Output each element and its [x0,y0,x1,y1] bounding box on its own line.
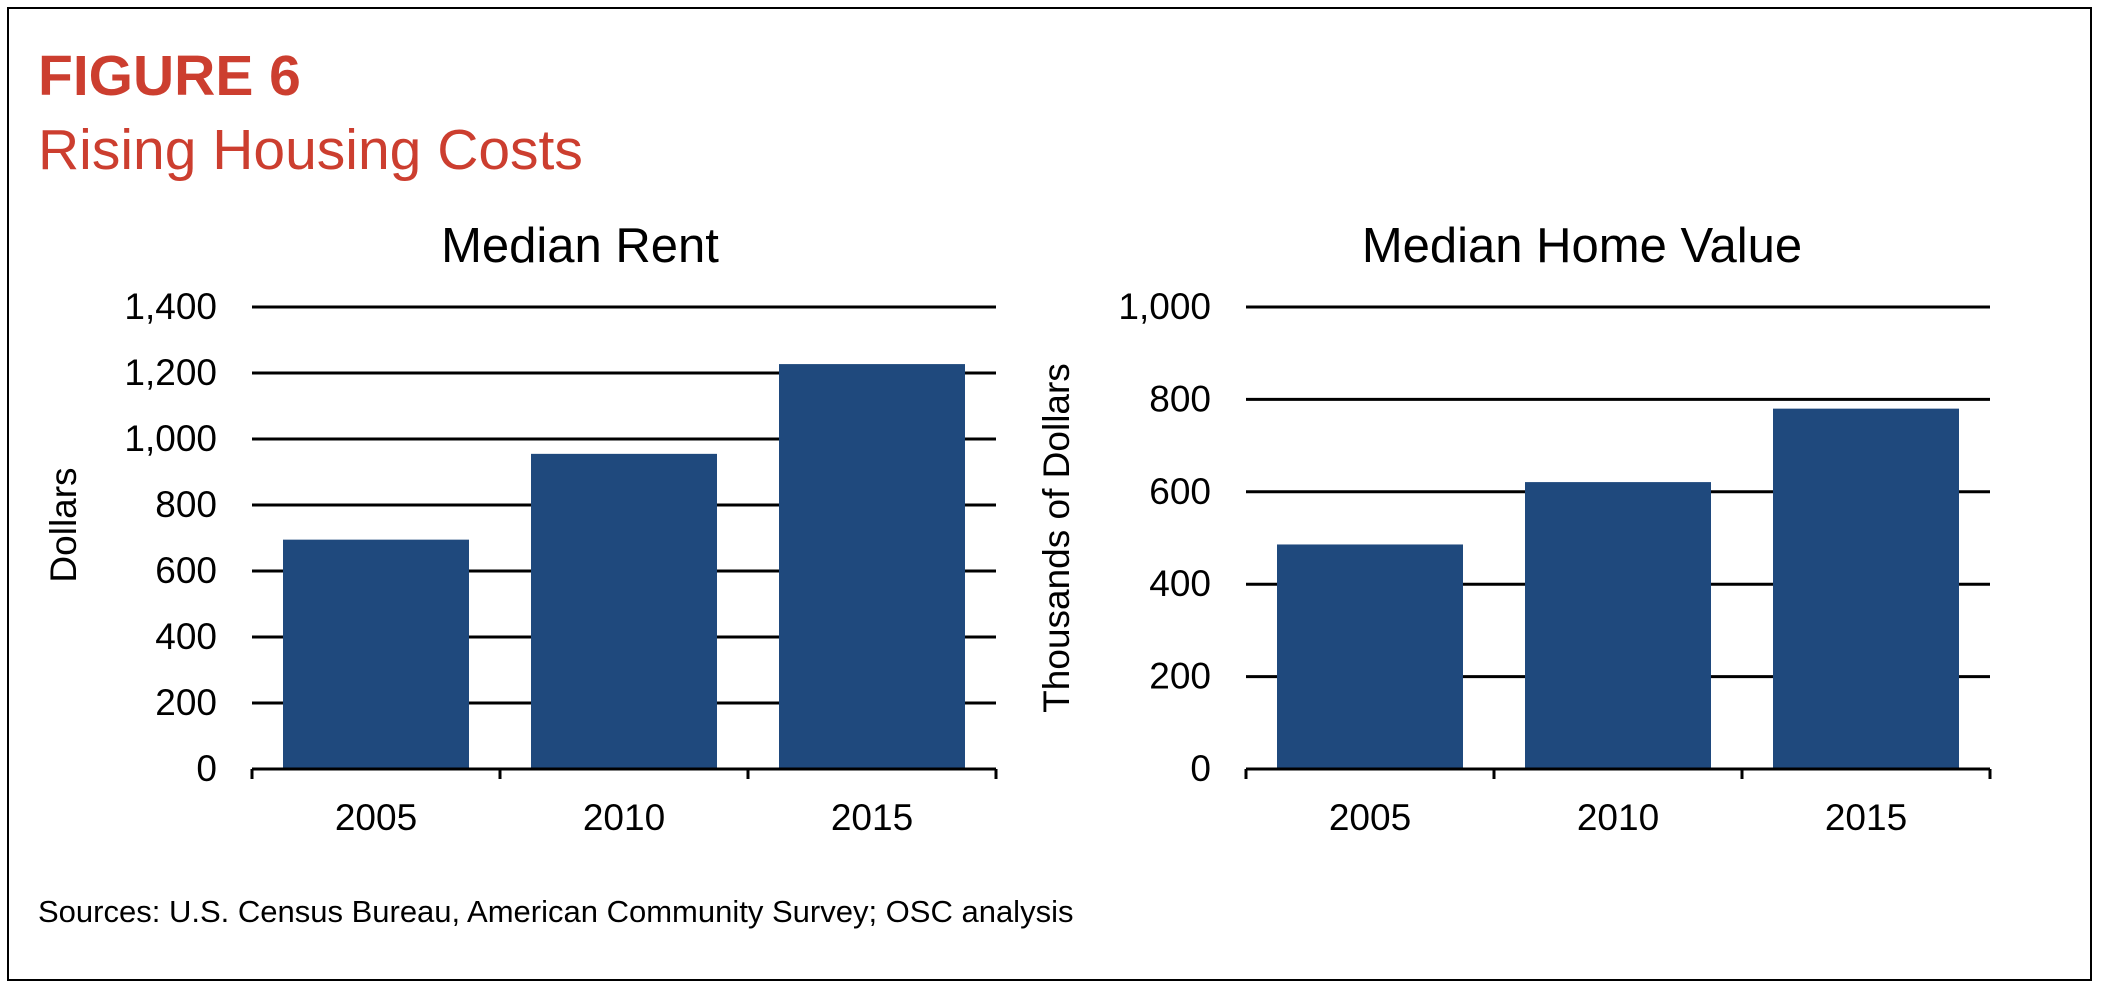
source-note: Sources: U.S. Census Bureau, American Co… [38,894,1074,929]
y-tick-label: 200 [1149,656,1211,697]
figure-label: FIGURE 6 [38,44,301,108]
y-tick-label: 0 [196,748,217,789]
y-axis-label: Dollars [43,467,84,582]
median-rent-chart: 0 200 400 600 800 1,000 1,200 1,400 2005 2010 2015… [43,219,998,838]
y-tick-label: 600 [155,550,217,591]
median-home-value-chart: 0 200 400 600 800 1,000 2005 2010 2015 Median Hom… [1036,219,1992,838]
bar-2010 [531,453,717,769]
y-tick-label: 0 [1190,748,1211,789]
chart-title: Median Home Value [1362,219,1802,273]
y-tick-label: 800 [1149,378,1211,419]
figure-title: Rising Housing Costs [38,118,583,182]
y-tick-label: 400 [155,616,217,657]
y-tick-label: 1,000 [124,418,217,459]
y-tick-label: 200 [155,682,217,723]
y-tick-label: 800 [155,484,217,525]
bar-2015 [1773,408,1959,769]
y-tick-label: 1,200 [124,352,217,393]
x-tick-label: 2010 [1577,797,1659,838]
y-axis-label: Thousands of Dollars [1036,363,1077,713]
y-tick-label: 600 [1149,471,1211,512]
x-tick-label: 2005 [335,797,417,838]
y-tick-label: 1,400 [124,286,217,327]
x-tick-label: 2015 [831,797,913,838]
bar-2015 [779,364,965,769]
bar-2005 [283,539,469,769]
y-tick-label: 400 [1149,563,1211,604]
chart-title: Median Rent [441,219,719,273]
y-tick-label: 1,000 [1118,286,1211,327]
bar-2005 [1277,544,1463,769]
x-tick-label: 2015 [1825,797,1907,838]
bar-2010 [1525,482,1711,769]
x-tick-label: 2010 [583,797,665,838]
figure-frame [7,7,2092,981]
x-tick-label: 2005 [1329,797,1411,838]
